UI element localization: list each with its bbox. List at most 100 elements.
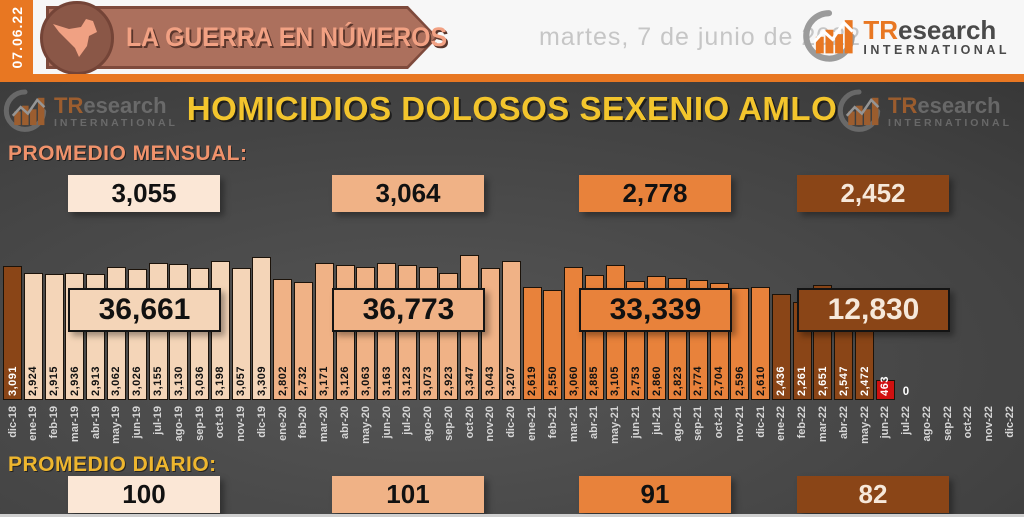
month-label-mar-19: mar-19: [68, 406, 81, 443]
bar-value: 2,436: [775, 365, 788, 396]
bar-value: 2,619: [526, 365, 538, 396]
tresearch-chart-icon: [801, 8, 857, 67]
month-label-feb-21: feb-21: [546, 406, 559, 439]
month-label-jun-21: jun-21: [629, 406, 642, 439]
bar-value: 3,207: [505, 365, 518, 396]
tresearch-logo-text: TResearch INTERNATIONAL: [863, 17, 1010, 58]
bar-value: 3,155: [152, 365, 164, 396]
logo-subtitle: INTERNATIONAL: [863, 43, 1010, 57]
bar-may-19: 3,062: [106, 267, 126, 400]
bar-value: 2,936: [68, 365, 81, 396]
monthly-average-box-2: 3,064: [332, 175, 484, 212]
date-badge: 07.06.22: [0, 0, 33, 74]
bar-value: 3,105: [609, 365, 622, 396]
month-label-abr-21: abr-21: [588, 406, 601, 440]
bar-nov-21: 2,596: [730, 288, 750, 400]
month-label-dic-22: dic-22: [1003, 406, 1016, 438]
month-label-ago-20: ago-20: [422, 406, 435, 442]
month-label-nov-21: nov-21: [733, 406, 746, 442]
tresearch-chart-icon: [836, 88, 882, 137]
bar-feb-21: 2,550: [543, 290, 563, 400]
bar-value: 2,860: [650, 365, 663, 396]
monthly-average-box-1: 3,055: [68, 175, 220, 212]
month-label-may-20: may-20: [359, 406, 372, 444]
month-label-dic-19: dic-19: [255, 406, 268, 438]
bar-dic-19: 3,309: [252, 257, 272, 400]
bar-value: 3,126: [339, 365, 351, 396]
page-title: HOMICIDIOS DOLOSOS SEXENIO AMLO: [186, 90, 838, 127]
bar-value: 2,885: [588, 365, 601, 396]
month-label-feb-22: feb-22: [796, 406, 809, 439]
bar-value: 3,036: [193, 365, 206, 396]
bar-value: 2,802: [276, 365, 289, 396]
monthly-average-label: PROMEDIO MENSUAL:: [8, 142, 248, 165]
bar-dic-18: 3,091: [3, 266, 22, 400]
bar-value: 3,060: [567, 365, 580, 396]
month-label-sep-22: sep-22: [941, 406, 954, 441]
daily-average-label: PROMEDIO DIARIO:: [8, 453, 217, 476]
tresearch-watermark-left: TResearch INTERNATIONAL: [2, 88, 178, 137]
month-label-ago-21: ago-21: [671, 406, 684, 442]
tresearch-watermark-right: TResearch INTERNATIONAL: [836, 88, 1012, 137]
bar-value: 2,823: [671, 365, 684, 396]
bar-ene-20: 2,802: [273, 279, 293, 400]
bar-value: 2,913: [89, 365, 102, 396]
bar-ago-20: 3,073: [418, 267, 438, 400]
bar-value: 3,347: [463, 365, 476, 396]
date-badge-text: 07.06.22: [8, 5, 25, 69]
month-label-mar-20: mar-20: [318, 406, 331, 443]
banner-title: LA GUERRA EN NÚMEROS: [126, 22, 448, 52]
bar-value: 3,091: [6, 365, 19, 396]
bar-value: 3,130: [172, 365, 185, 396]
chart-panel: TResearch INTERNATIONAL TResearch INTERN…: [0, 82, 1024, 514]
bar-value: 2,915: [48, 365, 61, 396]
month-label-oct-21: oct-21: [713, 406, 725, 439]
orange-divider: [0, 74, 1024, 82]
header-date: martes, 7 de junio de 2022: [538, 22, 862, 51]
period-total-box-1: 36,661: [68, 288, 221, 332]
month-label-mar-22: mar-22: [816, 406, 829, 443]
month-label-feb-20: feb-20: [297, 406, 310, 439]
bar-value: 2,923: [442, 365, 455, 396]
month-label-nov-20: nov-20: [484, 406, 497, 442]
bar-value: 2,596: [733, 365, 746, 396]
bar-feb-19: 2,915: [44, 274, 64, 400]
bar-value: 3,171: [318, 365, 331, 396]
bar-value: 3,198: [214, 365, 227, 396]
bar-abr-20: 3,126: [335, 265, 355, 400]
bar-value: 3,123: [401, 365, 414, 396]
bar-value: 2,924: [27, 365, 40, 396]
month-label-ene-20: ene-20: [276, 406, 289, 441]
month-label-ene-21: ene-21: [526, 406, 538, 441]
month-label-ago-19: ago-19: [172, 406, 185, 442]
month-label-oct-22: oct-22: [962, 406, 975, 439]
month-label-jul-19: jul-19: [152, 406, 164, 435]
month-label-oct-19: oct-19: [214, 406, 227, 439]
period-total-box-2: 36,773: [332, 288, 485, 332]
month-label-may-22: may-22: [858, 406, 871, 444]
bar-jun-22: 463: [875, 376, 895, 400]
bar-value: 3,073: [422, 365, 435, 396]
bar-value: 2,774: [692, 365, 705, 396]
tresearch-logo: TResearch INTERNATIONAL: [801, 8, 1010, 67]
month-label-nov-22: nov-22: [983, 406, 996, 442]
bar-value: 2,753: [629, 365, 642, 396]
banner: LA GUERRA EN NÚMEROS: [40, 1, 448, 75]
bar-ene-22: 2,436: [771, 294, 791, 400]
bar-may-21: 3,105: [605, 265, 625, 400]
bar-value: 463: [879, 376, 892, 396]
bar-ago-19: 3,130: [169, 264, 189, 400]
month-label-jun-22: jun-22: [879, 406, 892, 439]
monthly-average-box-3: 2,778: [579, 175, 731, 212]
month-label-may-19: may-19: [110, 406, 123, 444]
bar-value: 3,309: [255, 365, 268, 396]
month-label-jul-22: jul-22: [900, 406, 912, 435]
bar-value: 2,732: [297, 365, 310, 396]
mexico-map-icon: [40, 1, 114, 75]
bar-value: 2,651: [816, 365, 829, 396]
bar-value: 2,704: [713, 365, 725, 396]
month-label-sep-19: sep-19: [193, 406, 206, 441]
bar-dic-21: 2,610: [751, 287, 771, 400]
month-label-ene-19: ene-19: [27, 406, 40, 441]
bar-value: 2,610: [754, 365, 767, 396]
